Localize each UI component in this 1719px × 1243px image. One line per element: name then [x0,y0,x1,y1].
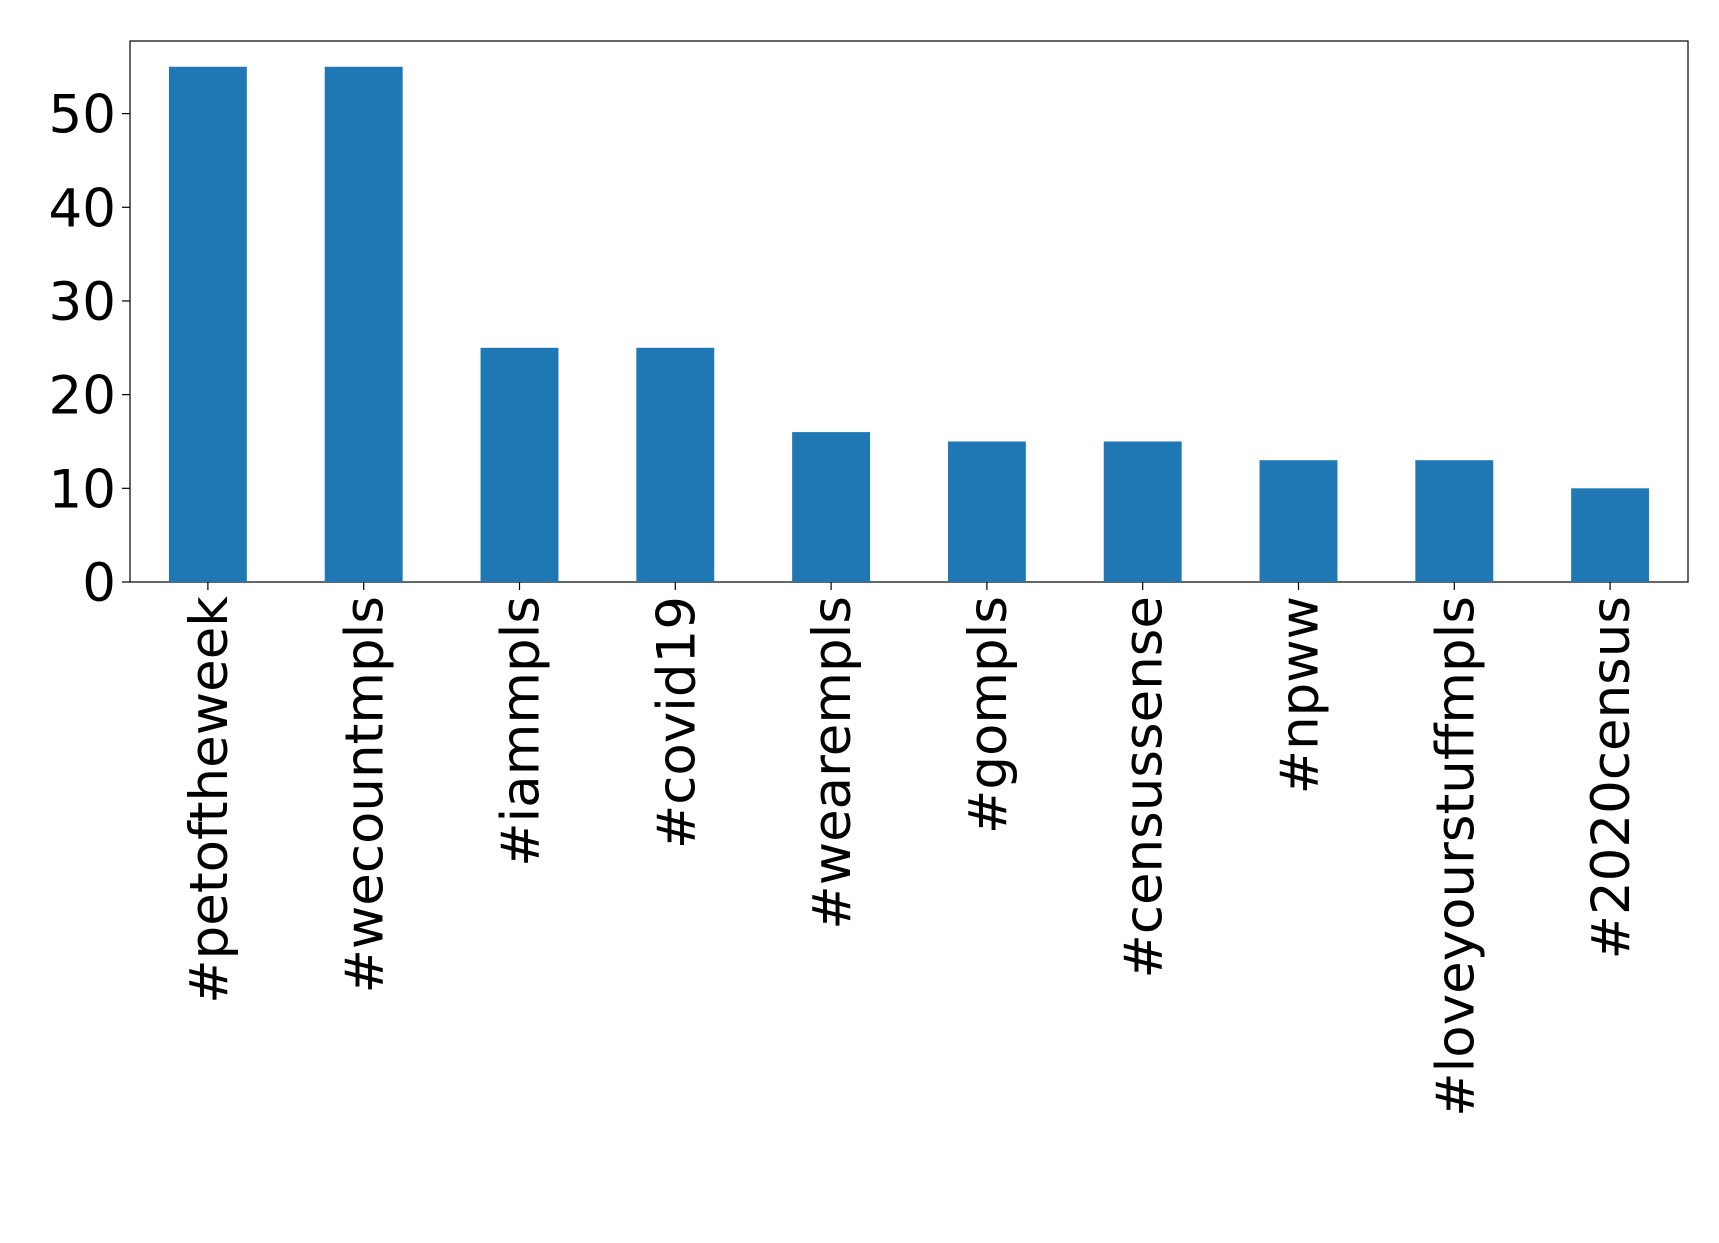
plot-frame [129,40,1689,583]
bar [324,66,403,582]
y-tick-label: 20 [49,366,116,427]
x-tick-label: #iammpls [491,596,552,867]
bar [636,347,715,582]
bar [168,66,247,582]
x-tick-label: #censussense [1114,596,1175,979]
x-tick-label: #wearempls [802,596,863,930]
bar [480,347,559,582]
x-tick-label: #2020census [1581,596,1642,959]
bar [792,432,871,582]
x-tick-label: #npww [1270,596,1331,794]
x-tick-label: #petoftheweek [179,596,240,1004]
y-tick-label: 50 [49,85,116,146]
bar [1571,488,1650,582]
y-tick-label: 0 [82,553,116,614]
x-tick-label: #loveyourstuffmpls [1425,596,1486,1117]
bar [947,441,1026,582]
y-tick-label: 10 [49,459,116,520]
x-tick-label: #wecountmpls [335,596,396,994]
bar [1103,441,1182,582]
x-tick-label: #covid19 [646,596,707,849]
y-tick-label: 40 [49,178,116,239]
bar [1259,460,1338,582]
y-tick-label: 30 [49,272,116,333]
bar [1415,460,1494,582]
x-tick-label: #gompls [958,596,1019,834]
